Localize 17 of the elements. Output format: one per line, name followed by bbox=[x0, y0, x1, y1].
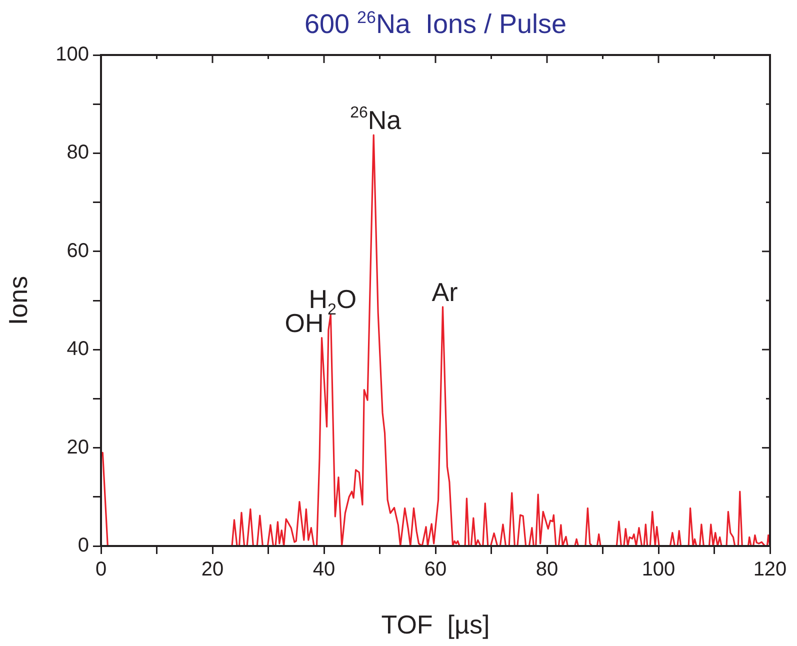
y-tick-label: 60 bbox=[66, 240, 89, 262]
x-axis-title: TOF [µs] bbox=[381, 610, 490, 640]
x-tick-label: 120 bbox=[753, 558, 787, 581]
x-tick-label: 60 bbox=[424, 558, 447, 581]
y-tick-label: 80 bbox=[66, 142, 89, 164]
y-axis-title: Ions bbox=[2, 276, 33, 326]
chart-title: 600 $^{26}$Na Ions / Pulse bbox=[303, 8, 568, 40]
x-tick-label: 80 bbox=[536, 558, 558, 581]
y-tick-label: 20 bbox=[66, 436, 89, 458]
annotation: Ar bbox=[432, 276, 458, 307]
x-tick-label: 100 bbox=[642, 558, 676, 581]
y-tick-label: 40 bbox=[66, 338, 89, 360]
y-tick-label: 0 bbox=[78, 534, 89, 557]
x-tick-label: 20 bbox=[201, 558, 224, 581]
y-tick-label: 100 bbox=[56, 44, 89, 66]
x-tick-label: 40 bbox=[312, 558, 336, 581]
x-tick-label: 0 bbox=[95, 558, 107, 581]
